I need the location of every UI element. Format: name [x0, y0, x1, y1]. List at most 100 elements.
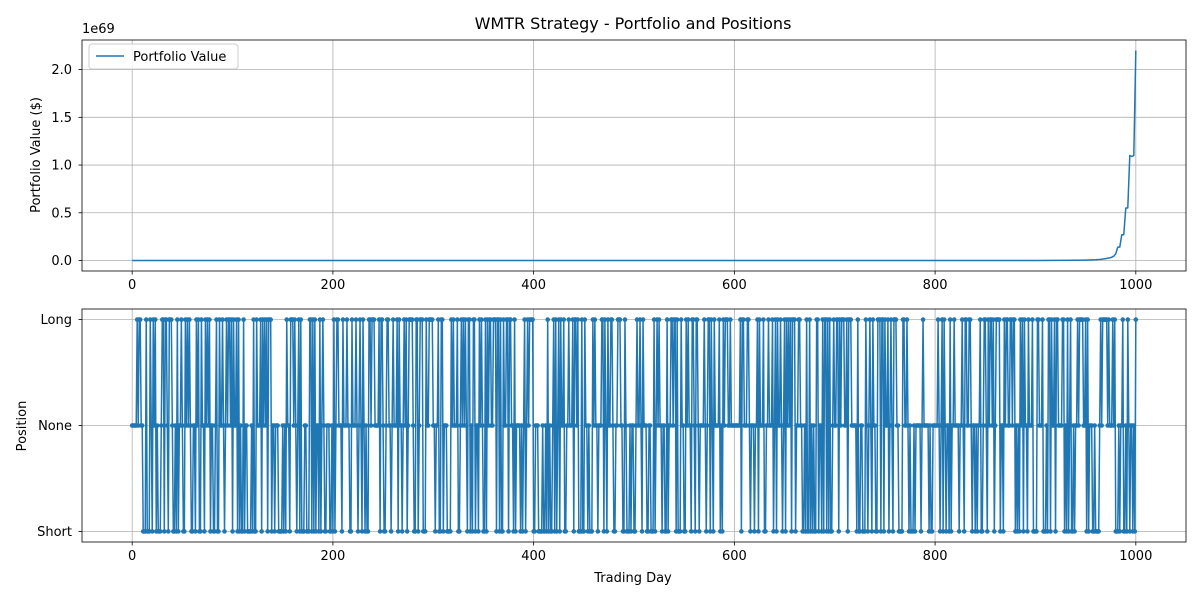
- bottom-series-point: [503, 423, 508, 428]
- bottom-series-point: [257, 423, 262, 428]
- bottom-series-point: [275, 423, 281, 428]
- bottom-series-point: [368, 423, 374, 428]
- bottom-series-point: [682, 529, 688, 534]
- bottom-series-point: [652, 529, 658, 534]
- bottom-series-point: [182, 529, 187, 534]
- bottom-series-point: [889, 423, 895, 428]
- bottom-series-point: [614, 423, 620, 428]
- bottom-series-point: [935, 317, 941, 322]
- bottom-series-point: [292, 317, 298, 322]
- bottom-series-point: [410, 423, 416, 428]
- bottom-series-point: [298, 317, 304, 322]
- bottom-series-point: [500, 529, 505, 534]
- bottom-series-point: [1010, 423, 1015, 428]
- bottom-series-point: [598, 423, 604, 428]
- bottom-series-point: [1072, 529, 1077, 534]
- bottom-series-point: [315, 423, 321, 428]
- bottom-series-point: [571, 529, 577, 534]
- bottom-series-point: [865, 529, 871, 534]
- bottom-series-point: [139, 423, 145, 428]
- bottom-series-point: [165, 423, 170, 428]
- bottom-series-point: [912, 529, 918, 534]
- bottom-series-point: [1055, 317, 1060, 322]
- bottom-series-point: [870, 317, 876, 322]
- bottom-series-point: [323, 529, 329, 534]
- bottom-x-tick-label: 1000: [1119, 549, 1152, 564]
- bottom-series-point: [195, 423, 200, 428]
- top-y-tick-label: 0.5: [51, 206, 72, 221]
- bottom-series-point: [756, 529, 761, 534]
- legend-box: [88, 43, 239, 70]
- bottom-series-point: [859, 423, 865, 428]
- bottom-series-point: [199, 317, 204, 322]
- bottom-series-point: [960, 423, 966, 428]
- bottom-series-point: [664, 317, 670, 322]
- bottom-series-point: [845, 529, 851, 534]
- bottom-series-point: [647, 423, 653, 428]
- bottom-series-point: [967, 317, 973, 322]
- bottom-series-point: [1030, 317, 1035, 322]
- bottom-series-point: [783, 529, 788, 534]
- bottom-series-point: [508, 317, 513, 322]
- bottom-series-point: [929, 529, 935, 534]
- bottom-x-tick-label: 0: [128, 549, 136, 564]
- bottom-series-point: [513, 529, 518, 534]
- bottom-series-point: [1029, 423, 1034, 428]
- bottom-series-point: [272, 529, 278, 534]
- bottom-series-point: [612, 529, 618, 534]
- bottom-series-point: [312, 317, 318, 322]
- bottom-series-point: [1026, 317, 1031, 322]
- bottom-series-point: [557, 529, 563, 534]
- figure-title: WMTR Strategy - Portfolio and Positions: [475, 14, 792, 33]
- bottom-series-point: [451, 317, 456, 322]
- bottom-series-point: [207, 317, 212, 322]
- bottom-series-point: [532, 529, 537, 534]
- top-y-axis-title: Portfolio Value ($): [29, 97, 44, 213]
- bottom-series-point: [1017, 529, 1022, 534]
- bottom-series-point: [890, 529, 896, 534]
- bottom-series-point: [355, 529, 361, 534]
- bottom-series-point: [632, 529, 638, 534]
- bottom-series-point: [674, 317, 680, 322]
- bottom-series-point: [560, 423, 566, 428]
- bottom-series-point: [175, 317, 180, 322]
- bottom-series-point: [484, 529, 489, 534]
- bottom-series-point: [589, 529, 595, 534]
- bottom-series-point: [388, 529, 394, 534]
- bottom-series-point: [1117, 529, 1123, 534]
- bottom-series-point: [737, 423, 742, 428]
- bottom-series-point: [938, 423, 944, 428]
- bottom-series-point: [778, 317, 783, 322]
- top-plot-frame: [81, 39, 1187, 272]
- bottom-series-point: [670, 423, 676, 428]
- legend: Portfolio Value: [88, 43, 239, 70]
- bottom-series-point: [566, 317, 572, 322]
- bottom-series-point: [268, 317, 273, 322]
- top-x-tick-label: 1000: [1119, 278, 1152, 293]
- bottom-series-point: [1061, 317, 1066, 322]
- bottom-series-point: [774, 529, 779, 534]
- bottom-series-point: [1092, 423, 1097, 428]
- bottom-series-point: [405, 423, 411, 428]
- bottom-series-point: [692, 529, 698, 534]
- bottom-series-point: [720, 529, 725, 534]
- bottom-series-point: [530, 317, 535, 322]
- bottom-series-point: [143, 317, 149, 322]
- bottom-series-point: [353, 317, 359, 322]
- bottom-series-point: [582, 317, 588, 322]
- bottom-series-point: [416, 423, 422, 428]
- bottom-series-point: [691, 423, 697, 428]
- bottom-series-point: [818, 423, 823, 428]
- bottom-series-point: [661, 423, 667, 428]
- bottom-series-point: [899, 529, 905, 534]
- bottom-series-point: [399, 529, 405, 534]
- bottom-series-point: [766, 317, 771, 322]
- bottom-series-point: [448, 529, 453, 534]
- bottom-series-point: [363, 423, 369, 428]
- bottom-series-point: [1076, 423, 1081, 428]
- portfolio-value-panel: 0 200 400 600 800 1000 0.0 0.5 1.0 1.5 2.0 1e69 P…: [29, 22, 1187, 293]
- bottom-series-point: [1112, 317, 1118, 322]
- portfolio-value-series: [132, 50, 1137, 262]
- bottom-series-point: [419, 317, 425, 322]
- bottom-series-point: [1036, 317, 1041, 322]
